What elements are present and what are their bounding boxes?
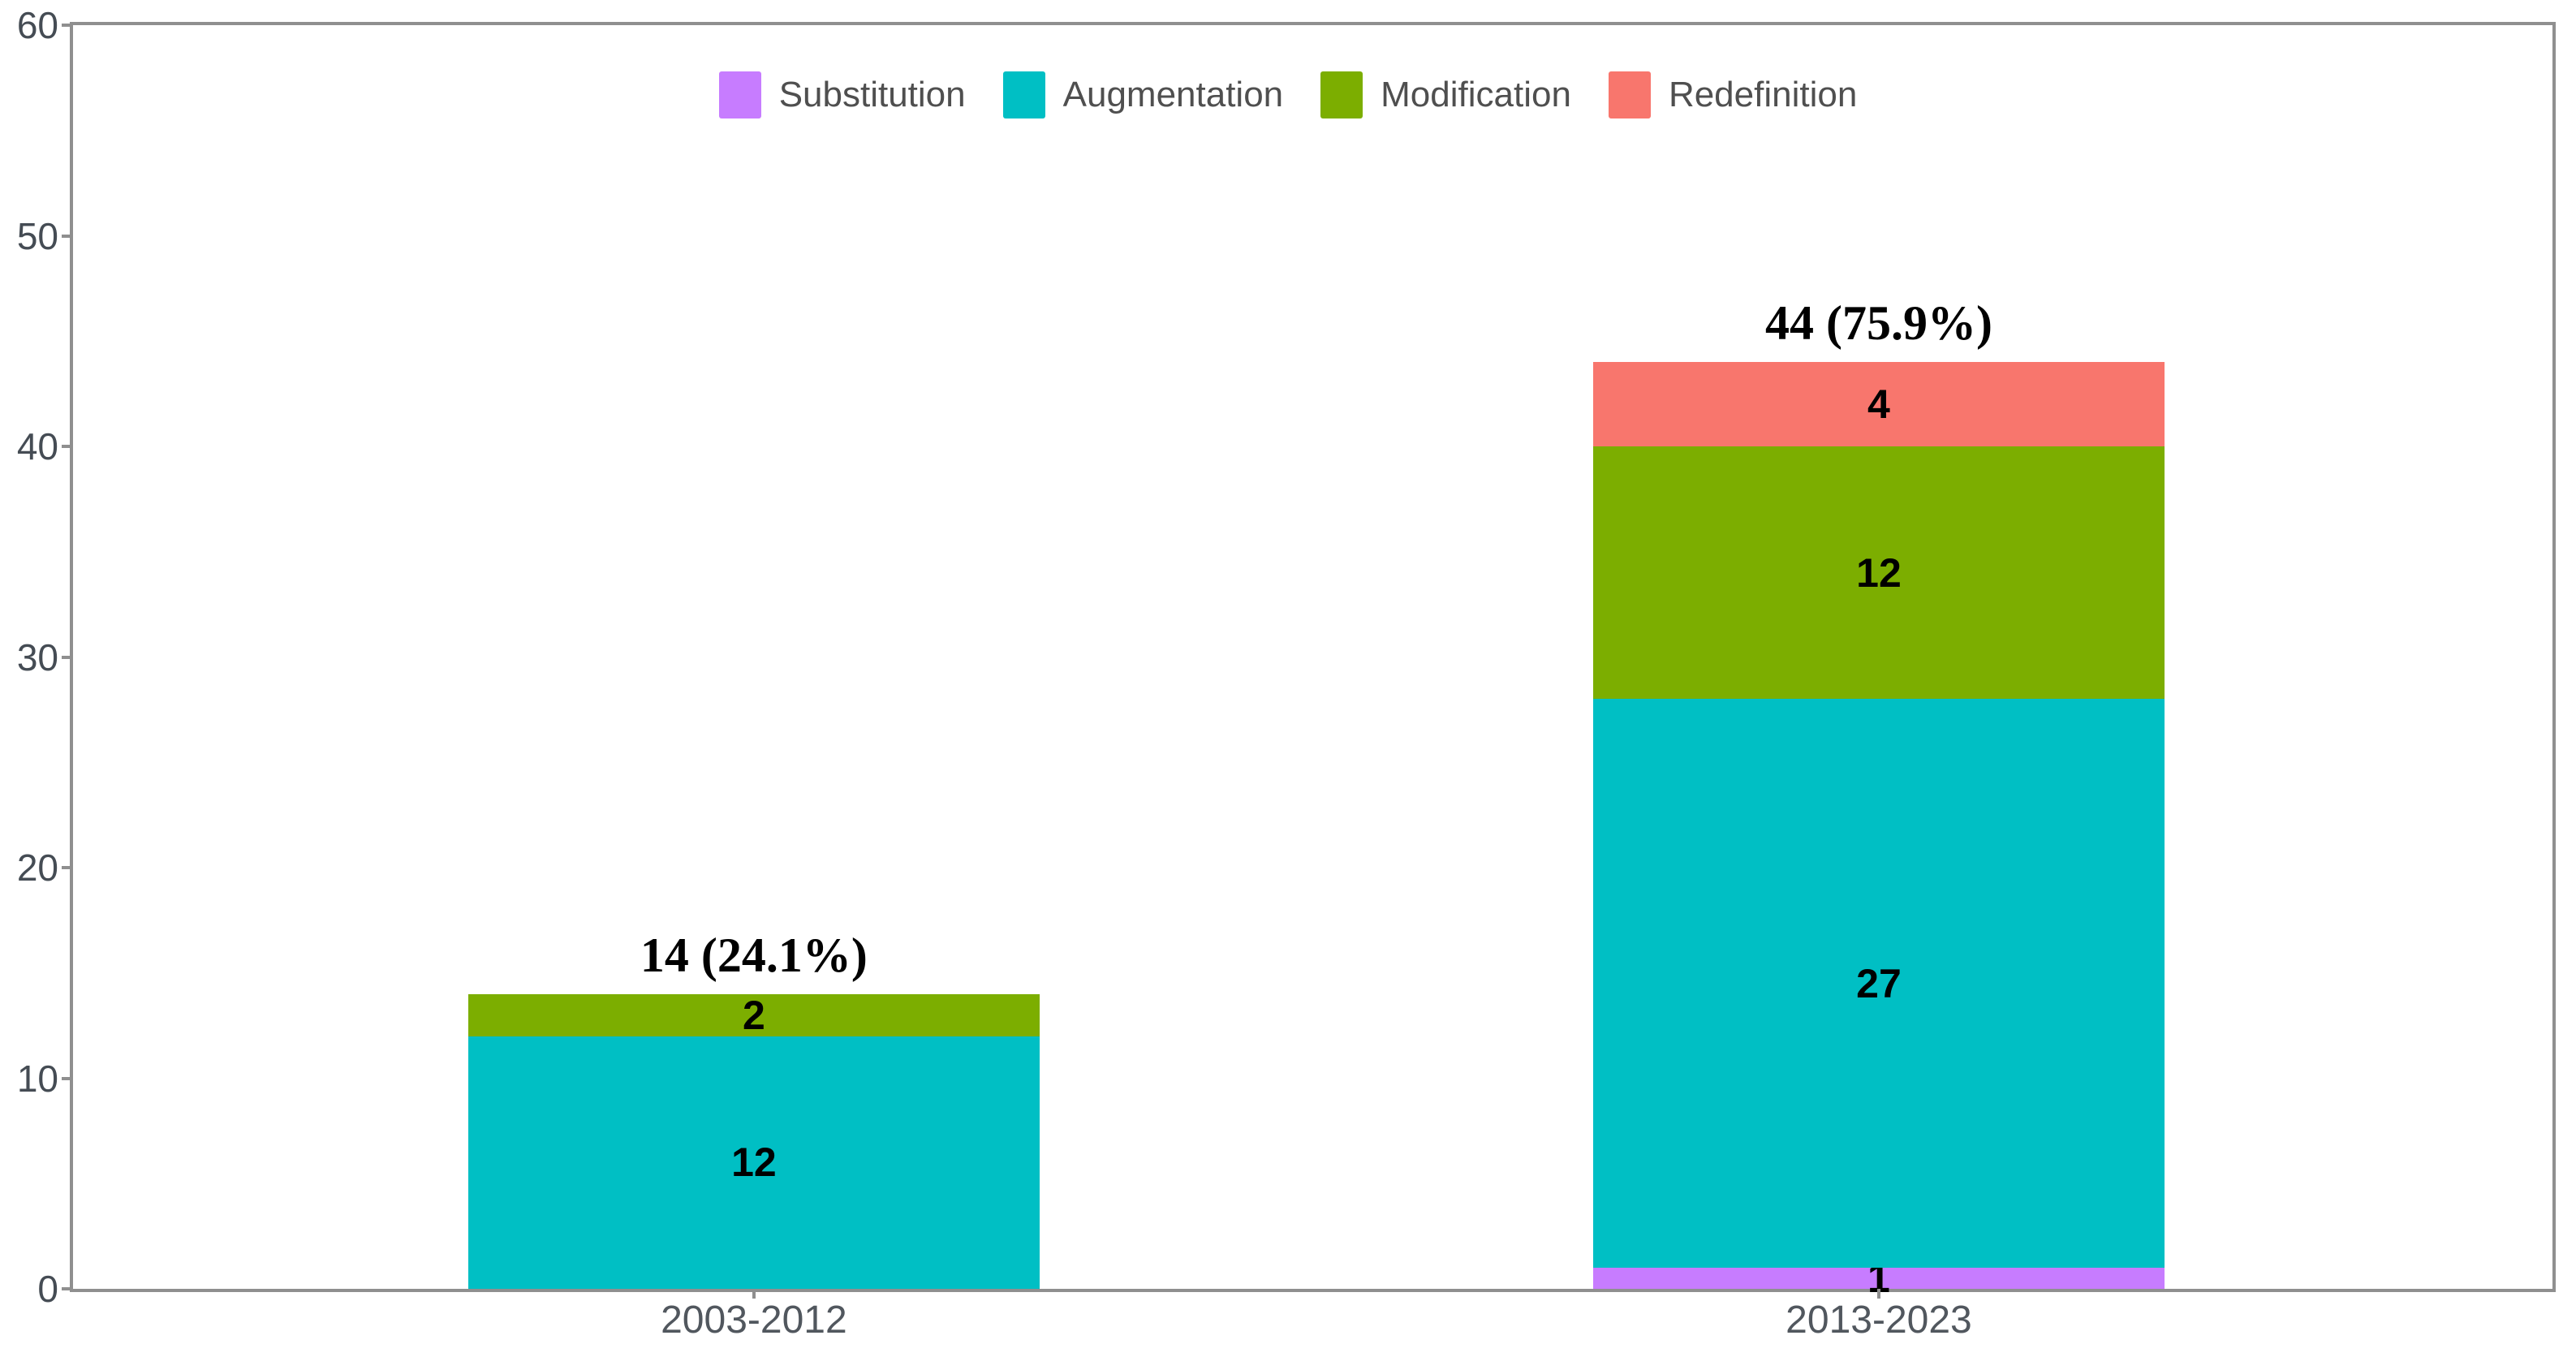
y-axis-tick-label: 10 (16, 1057, 58, 1100)
bar-segment-augmentation: 27 (1592, 699, 2165, 1269)
y-axis-tick (62, 24, 72, 27)
x-axis-tick (1876, 1289, 1880, 1299)
bar-segment-augmentation: 12 (467, 1036, 1040, 1289)
y-axis-tick-label: 40 (16, 425, 58, 467)
x-axis-tick-label: 2003-2012 (661, 1299, 847, 1342)
y-axis-tick-label: 0 (37, 1268, 58, 1310)
legend-swatch-icon (1002, 71, 1045, 118)
y-axis-tick (62, 445, 72, 448)
segment-value-label: 27 (1856, 960, 1902, 1006)
y-axis-tick (62, 866, 72, 869)
segment-value-label: 4 (1867, 381, 1890, 428)
y-axis-tick-label: 30 (16, 635, 58, 678)
bar-segment-substitution: 1 (1592, 1258, 2165, 1299)
legend-swatch-icon (1320, 71, 1363, 118)
bar-segment-redefinition: 4 (1592, 362, 2165, 446)
bar-total-label: 14 (24.1%) (640, 928, 868, 982)
legend-label: Modification (1381, 75, 1571, 114)
legend-label: Augmentation (1062, 75, 1284, 114)
legend-item-redefinition: Redefinition (1608, 71, 1858, 118)
legend-item-augmentation: Augmentation (1002, 71, 1284, 118)
plot-panel (70, 22, 2556, 1292)
segment-value-label: 12 (731, 1139, 777, 1186)
legend-swatch-icon (1608, 71, 1651, 118)
segment-value-label: 12 (1856, 549, 1902, 596)
legend-item-modification: Modification (1320, 71, 1571, 118)
y-axis-tick (62, 655, 72, 659)
legend-label: Substitution (778, 75, 966, 114)
x-axis-tick (752, 1289, 756, 1299)
legend-item-substitution: Substitution (718, 71, 966, 118)
y-axis-tick-label: 60 (16, 4, 58, 46)
segment-value-label: 2 (742, 992, 765, 1038)
legend-swatch-icon (718, 71, 761, 118)
bar-total-label: 44 (75.9%) (1764, 296, 1992, 351)
y-axis-tick (62, 234, 72, 238)
legend: Substitution Augmentation Modification Rede… (0, 71, 2576, 118)
x-axis-tick-label: 2013-2023 (1786, 1299, 1972, 1342)
bar-segment-modification: 12 (1592, 446, 2165, 700)
y-axis-tick (62, 1287, 72, 1290)
bar-segment-modification: 2 (467, 992, 1040, 1038)
y-axis-tick-label: 50 (16, 214, 58, 257)
y-axis-tick-label: 20 (16, 847, 58, 889)
y-axis-tick (62, 1076, 72, 1080)
legend-label: Redefinition (1668, 75, 1858, 114)
